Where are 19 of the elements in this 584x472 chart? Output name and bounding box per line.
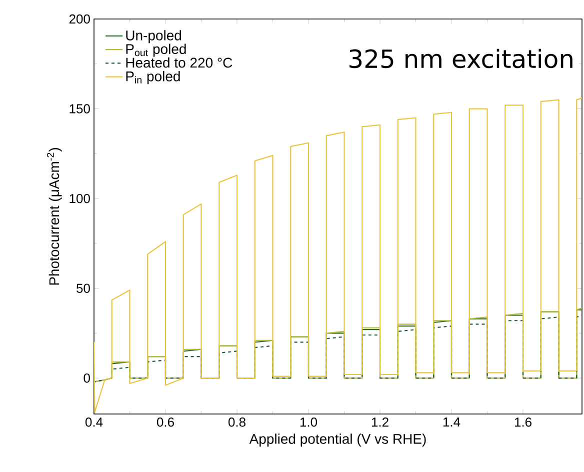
y-tick-label: 50 (76, 284, 90, 293)
y-tick-label: 200 (69, 14, 90, 24)
y-tick-label: 0 (84, 373, 90, 383)
x-tick-label: 0.8 (228, 418, 246, 427)
x-tick-label: 1.4 (443, 418, 460, 426)
legend-label: Heated to 220 °C (126, 57, 232, 68)
x-tick-label: 1.2 (372, 418, 388, 427)
x-tick-label: 0.4 (85, 418, 103, 427)
x-tick-label: 1.0 (300, 418, 318, 427)
annotation: 325 nm excitation (350, 48, 572, 68)
y-axis-title: Photocurrent (μAcm$^{-2}$) (46, 148, 62, 285)
legend-label: P$_{in}$ poled (126, 71, 180, 84)
legend-label: P$_{out}$ poled (126, 44, 186, 57)
x-axis-title: Applied potential (V vs RHE) (249, 434, 426, 447)
legend-label: Un-poled (126, 30, 182, 44)
y-tick-label: 150 (70, 104, 90, 114)
x-tick-label: 0.6 (156, 418, 174, 427)
x-tick-label: 1.6 (514, 418, 532, 427)
y-tick-label: 100 (70, 194, 90, 204)
